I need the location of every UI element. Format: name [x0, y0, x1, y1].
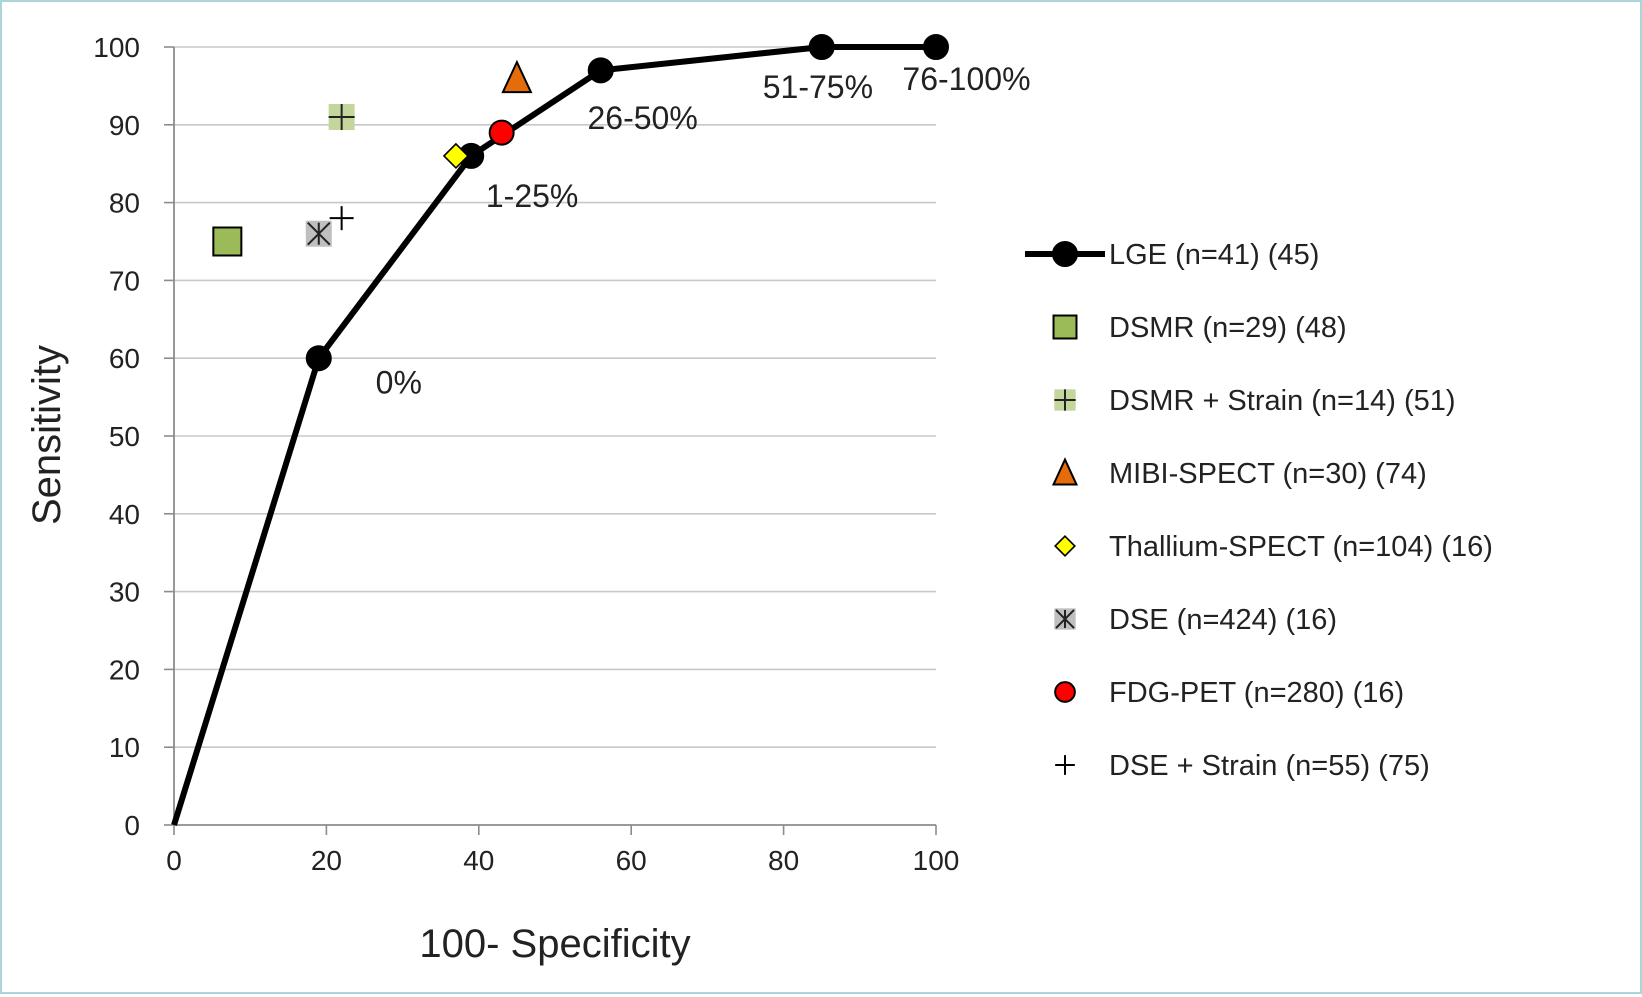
legend-label: FDG-PET (n=280) (16) — [1109, 677, 1404, 709]
y-tick-labels: 0 10 20 30 40 50 60 70 80 90 100 — [93, 32, 140, 841]
x-tick-label: 100 — [913, 845, 960, 876]
legend-marker — [1054, 389, 1076, 411]
legend: LGE (n=41) (45) DSMR (n=29) (48) DSMR + St… — [1025, 239, 1493, 782]
category-annotation: 0% — [376, 365, 422, 401]
axes — [173, 47, 937, 835]
legend-marker — [1051, 457, 1079, 486]
legend-item: DSMR (n=29) (48) — [1052, 312, 1347, 344]
y-tick-label: 50 — [109, 421, 140, 452]
legend-marker — [1054, 681, 1076, 703]
lge-marker — [587, 57, 614, 84]
fdg-pet-marker — [488, 119, 515, 146]
data-point-6 — [488, 119, 515, 146]
legend-marker — [1054, 608, 1076, 630]
y-tick-label: 80 — [109, 188, 140, 219]
lge-point — [587, 57, 614, 84]
y-tick-label: 100 — [93, 32, 140, 63]
data-point-2 — [328, 104, 355, 131]
lge-point — [923, 34, 949, 60]
y-tick-label: 70 — [109, 265, 140, 296]
legend-marker — [1054, 535, 1076, 557]
square-marker — [212, 226, 243, 257]
y-tick-label: 10 — [109, 732, 140, 763]
legend-marker — [1055, 755, 1075, 775]
grid-lines — [164, 46, 936, 826]
x-axis-title: 100- Specificity — [419, 922, 690, 966]
legend-item: DSE (n=424) (16) — [1054, 604, 1337, 636]
legend-marker — [1052, 241, 1078, 267]
x-tick-label: 40 — [463, 845, 494, 876]
x-tick-label: 20 — [311, 845, 342, 876]
x-tick-label: 60 — [616, 845, 647, 876]
legend-label: LGE (n=41) (45) — [1109, 239, 1319, 271]
legend-label: DSMR (n=29) (48) — [1109, 312, 1347, 344]
legend-item: Thallium-SPECT (n=104) (16) — [1054, 531, 1493, 563]
legend-label: Thallium-SPECT (n=104) (16) — [1109, 531, 1493, 563]
legend-item: MIBI-SPECT (n=30) (74) — [1051, 457, 1427, 490]
x-tick-labels: 0 20 40 60 80 100 — [166, 845, 959, 876]
legend-item: DSE + Strain (n=55) (75) — [1055, 750, 1430, 782]
lge-point — [808, 34, 835, 60]
y-tick-label: 30 — [109, 577, 140, 608]
category-annotation: 26-50% — [587, 100, 697, 136]
legend-item: LGE (n=41) (45) — [1025, 239, 1319, 271]
category-annotation: 1-25% — [486, 178, 579, 214]
fdg-pet-marker — [1054, 681, 1076, 703]
y-tick-label: 0 — [124, 810, 140, 841]
annotations: 0% 1-25% 26-50% 51-75% 76-100% — [376, 61, 1031, 400]
y-tick-label: 20 — [109, 654, 140, 685]
y-tick-label: 40 — [109, 499, 140, 530]
data-point-7 — [329, 206, 354, 231]
legend-marker — [1052, 314, 1078, 340]
lge-point — [305, 345, 332, 372]
legend-label: MIBI-SPECT (n=30) (74) — [1109, 458, 1427, 490]
x-tick-label: 0 — [166, 845, 182, 876]
data-point-1 — [212, 226, 243, 257]
legend-label: DSE (n=424) (16) — [1109, 604, 1337, 636]
lge-line — [171, 44, 936, 826]
data-point-5 — [305, 220, 332, 247]
y-tick-label: 60 — [109, 343, 140, 374]
diamond-marker — [442, 142, 470, 170]
x-tick-label: 80 — [768, 845, 799, 876]
legend-item: FDG-PET (n=280) (16) — [1054, 677, 1404, 709]
triangle-marker — [1051, 457, 1079, 486]
legend-label: DSMR + Strain (n=14) (51) — [1109, 385, 1456, 417]
data-point-3 — [501, 59, 533, 94]
lge-marker — [305, 345, 332, 372]
data-points — [212, 34, 949, 372]
lge-marker — [923, 34, 949, 60]
diamond-marker — [1054, 535, 1076, 557]
y-tick-label: 90 — [109, 110, 140, 141]
lge-marker — [808, 34, 835, 60]
series-lines — [171, 44, 936, 826]
category-annotation: 51-75% — [763, 69, 873, 105]
y-axis-title: Sensitivity — [25, 345, 69, 525]
lge-marker — [1052, 241, 1078, 267]
data-point-4 — [442, 142, 470, 170]
square-marker — [1052, 314, 1078, 340]
legend-item: DSMR + Strain (n=14) (51) — [1054, 385, 1456, 417]
category-annotation: 76-100% — [902, 61, 1030, 97]
triangle-marker — [501, 59, 533, 94]
legend-label: DSE + Strain (n=55) (75) — [1109, 750, 1430, 782]
